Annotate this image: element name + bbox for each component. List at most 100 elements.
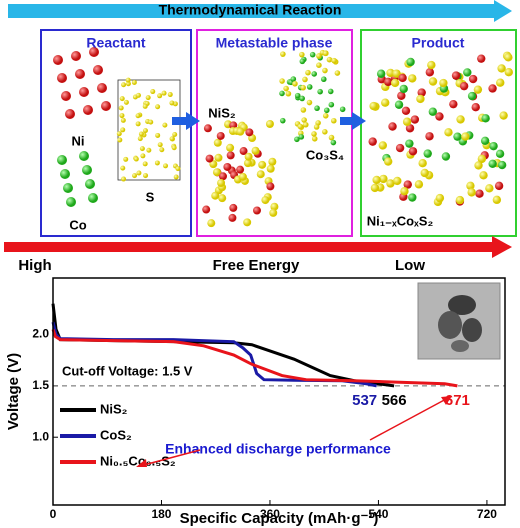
atom [136, 170, 142, 176]
phase-label: Ni₁₋ₓCoₓS₂ [367, 213, 434, 228]
atom [301, 117, 307, 123]
atom [169, 100, 175, 106]
atom [120, 127, 126, 133]
atom [497, 160, 507, 170]
atom [119, 96, 125, 102]
atom [328, 134, 335, 141]
atom [425, 68, 435, 77]
atom [475, 189, 484, 198]
crystal-structures [53, 47, 513, 228]
energy-arrow [4, 242, 494, 252]
particle [438, 311, 462, 339]
atom [71, 51, 81, 61]
atom [330, 139, 337, 146]
atom [63, 183, 73, 193]
y-tick-label: 1.5 [32, 378, 49, 392]
atom [268, 157, 277, 166]
atom-label: Ni [72, 133, 85, 148]
atom [175, 166, 181, 172]
atom [265, 120, 274, 129]
x-tick-label: 0 [50, 507, 57, 521]
atom [444, 128, 453, 137]
atom [370, 183, 380, 193]
atom [327, 88, 334, 95]
atom [236, 127, 245, 136]
atom [305, 69, 311, 76]
atom [414, 180, 424, 189]
atom [120, 117, 126, 123]
atom [425, 132, 434, 141]
y-tick-label: 1.0 [32, 429, 49, 443]
atom [256, 170, 265, 179]
atom [85, 179, 95, 189]
atom [89, 47, 99, 57]
atom [121, 82, 127, 88]
atom [245, 128, 254, 137]
atom [57, 73, 67, 83]
reaction-arrow [8, 4, 494, 18]
atom [88, 193, 98, 203]
atom [328, 101, 335, 108]
atom [280, 51, 286, 57]
atom [258, 160, 267, 169]
atom [169, 136, 175, 142]
x-tick-label: 360 [260, 507, 280, 521]
capacity-label: 537 [352, 392, 377, 409]
atom [477, 154, 487, 164]
atom [53, 55, 63, 65]
energy-label: High [18, 257, 51, 274]
atom [420, 168, 429, 178]
atom [453, 132, 462, 141]
step-arrow [352, 112, 366, 130]
atom [117, 137, 123, 143]
atom [244, 152, 253, 161]
atom [300, 107, 307, 113]
arrow-head [441, 396, 452, 405]
box-title: Reactant [86, 35, 145, 51]
atom [202, 205, 211, 214]
atom-label: S [146, 189, 155, 204]
step-arrow [172, 117, 188, 125]
legend-label: NiS₂ [100, 401, 128, 416]
atom [322, 50, 329, 57]
atom [504, 53, 513, 62]
atom [311, 135, 318, 142]
atom [449, 99, 458, 109]
atom [163, 163, 169, 169]
phase-label: Co₃S₄ [306, 147, 344, 162]
atom [161, 90, 167, 96]
atom [251, 146, 260, 155]
atom [369, 101, 378, 111]
atom [290, 76, 297, 82]
atom [148, 119, 154, 125]
atom [489, 141, 498, 151]
atom [116, 131, 122, 137]
atom [467, 91, 477, 101]
annotation-arrow [139, 449, 201, 467]
atom [226, 151, 235, 160]
atom [294, 92, 301, 99]
atom [120, 165, 126, 171]
atom [459, 81, 469, 91]
atom [400, 186, 409, 196]
atom [266, 164, 275, 173]
atom [66, 197, 76, 207]
atom [217, 178, 226, 187]
atom [299, 51, 305, 58]
atom [395, 143, 405, 153]
atom [223, 162, 232, 171]
atom [408, 74, 417, 83]
atom [331, 57, 337, 64]
series-line [51, 328, 458, 388]
atom [75, 69, 85, 79]
x-tick-label: 180 [151, 507, 171, 521]
capacity-label: 671 [445, 392, 470, 409]
atom [309, 51, 316, 58]
atom [322, 112, 329, 119]
atom [213, 138, 222, 147]
atom [135, 113, 141, 119]
atom [477, 54, 486, 63]
atom [135, 92, 141, 98]
atom [133, 156, 139, 162]
energy-label: Low [395, 257, 425, 274]
